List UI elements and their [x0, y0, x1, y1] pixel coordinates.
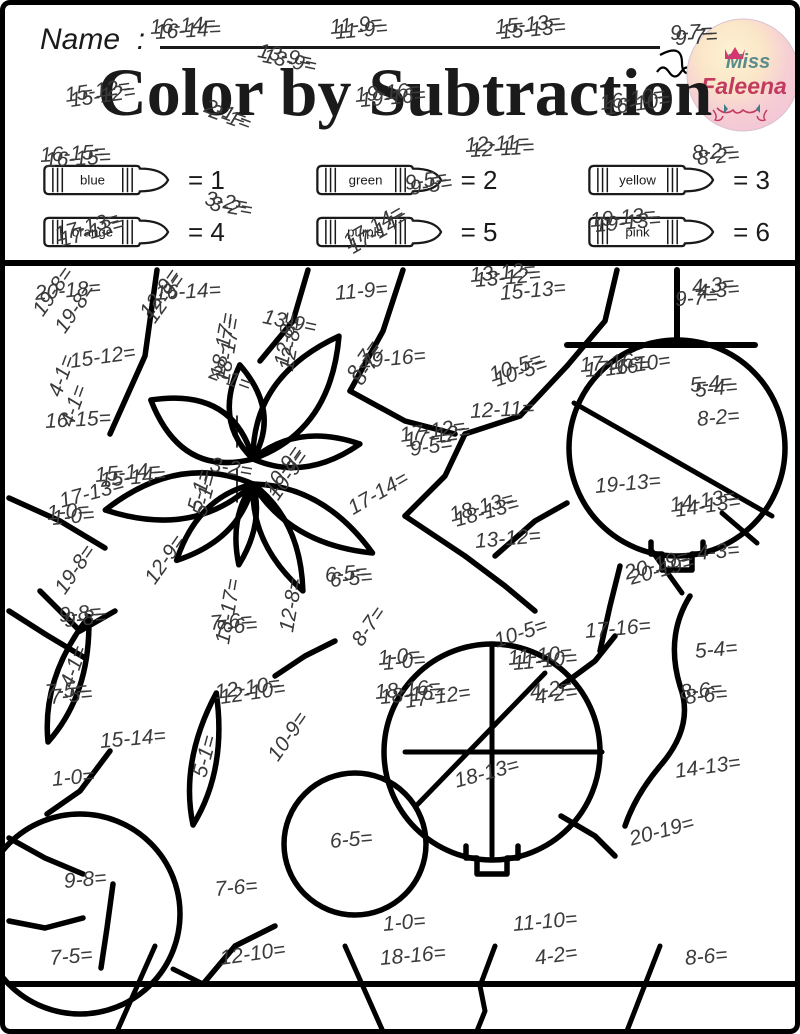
svg-text:blue: blue [80, 173, 105, 188]
svg-text:yellow: yellow [619, 173, 656, 188]
svg-text:green: green [348, 173, 382, 188]
